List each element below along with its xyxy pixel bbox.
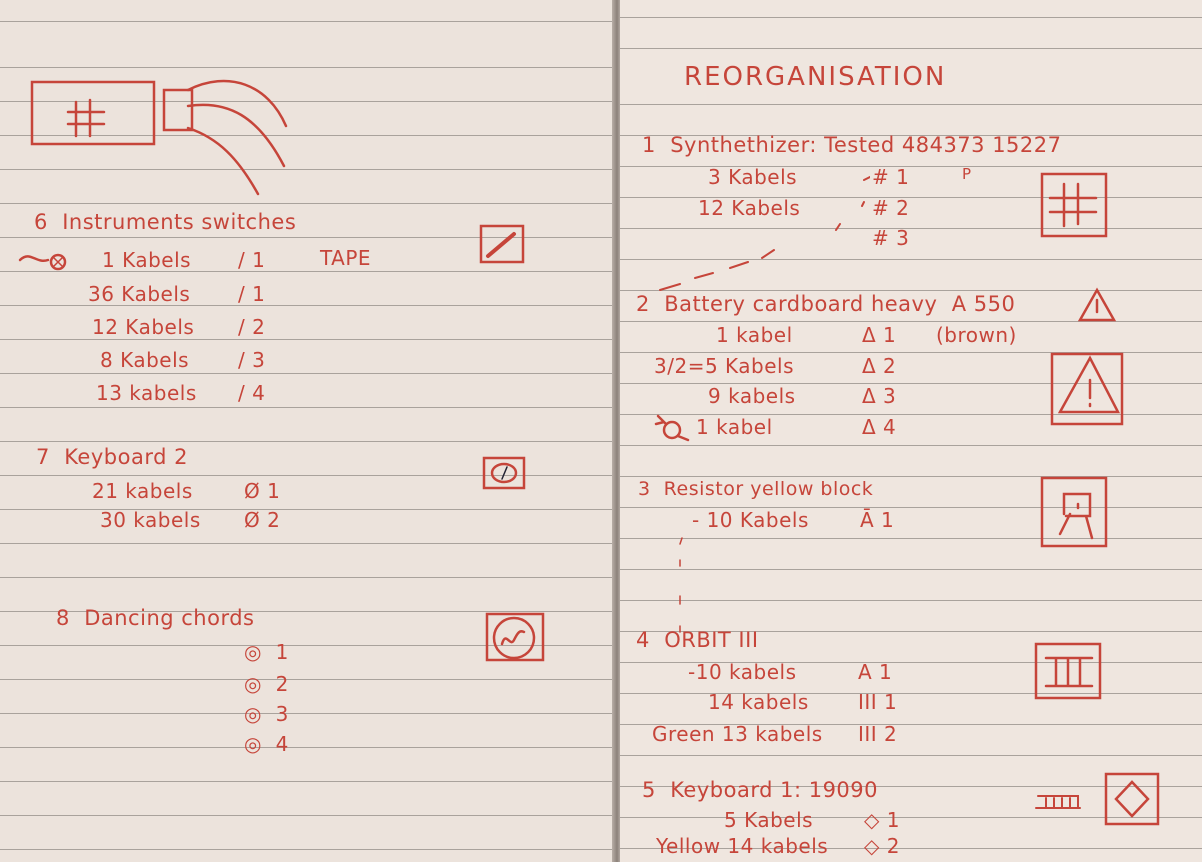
orbit-iii-box-icon [1034, 642, 1102, 700]
row-cables: 13 kabels [96, 381, 197, 405]
section3-heading: 3 Resistor yellow block [638, 478, 874, 500]
section1-heading: 1 Synthethizer: Tested 484373 15227 [642, 133, 1062, 157]
row-cables: -10 kabels [688, 660, 797, 684]
row-cables: 8 Kabels [100, 348, 190, 372]
row-cables: 9 kabels [708, 384, 796, 408]
switch-cable-icon [18, 253, 67, 271]
plug-icon [654, 414, 690, 442]
row-label: / 2 [238, 315, 266, 339]
row-cables: Green 13 kabels [652, 722, 823, 746]
row-cables: Yellow 14 kabels [656, 834, 829, 858]
row-label: III 1 [858, 690, 898, 714]
row-cables: 12 Kabels [698, 196, 801, 220]
diamond-box-icon [1104, 772, 1160, 826]
warning-box-icon [1050, 352, 1124, 426]
row-label: Ø 1 [244, 479, 281, 503]
section8-heading: 8 Dancing chords [56, 606, 255, 630]
cable-box-sketch-icon [30, 79, 288, 196]
row-cables: 3/2=5 Kabels [654, 354, 795, 378]
row-label: / 4 [238, 381, 266, 405]
row-cables: 1 Kabels [102, 248, 192, 272]
chord-item: ◎ 2 [244, 672, 289, 696]
warning-triangle-icon [1077, 287, 1117, 322]
page-title: REORGANISATION [684, 62, 947, 92]
row-label: 2 [275, 672, 289, 696]
row-label: / 3 [238, 348, 266, 372]
wave-box-icon [485, 612, 545, 662]
connector-strip-icon [1035, 795, 1081, 809]
row-cables: 30 kabels [100, 508, 201, 532]
row-note: P [962, 165, 972, 183]
row-cables: 21 kabels [92, 479, 193, 503]
row-label: # 3 [872, 226, 910, 250]
dashed-connector-line [679, 537, 683, 633]
row-cables: 36 Kabels [88, 282, 191, 306]
dashed-connector-line [659, 175, 870, 291]
row-label: III 2 [858, 722, 898, 746]
row-cables: 14 kabels [708, 690, 809, 714]
row-label: Δ 4 [862, 415, 897, 439]
left-notebook-page: 6 Instruments switches 1 Kabels / 1 TAPE… [0, 0, 614, 862]
row-cables-text: 10 Kabels [706, 508, 809, 532]
row-label: ◇ 1 [864, 808, 900, 832]
row-label: 3 [275, 702, 289, 726]
row-cables: 3 Kabels [708, 165, 798, 189]
row-cables: 1 kabel [716, 323, 793, 347]
chord-item: ◎ 3 [244, 702, 289, 726]
row-label: ◇ 2 [864, 834, 900, 858]
row-cables: 12 Kabels [92, 315, 195, 339]
keyboard-knob-icon [482, 456, 526, 490]
row-note: TAPE [320, 246, 372, 270]
section5-heading: 5 Keyboard 1: 19090 [642, 778, 879, 802]
row-cables: - 10 Kabels [692, 508, 809, 532]
switch-box-icon [479, 224, 525, 264]
row-label: 1 [275, 640, 289, 664]
row-label: # 1 [872, 165, 910, 189]
row-label: Δ 3 [862, 384, 897, 408]
row-label: 4 [275, 732, 289, 756]
section2-heading: 2 Battery cardboard heavy A 550 [636, 292, 1016, 316]
row-label: Δ 2 [862, 354, 897, 378]
chord-item: ◎ 1 [244, 640, 289, 664]
row-label: Δ 1 [862, 323, 897, 347]
resistor-box-icon [1040, 476, 1108, 548]
section6-heading: 6 Instruments switches [34, 210, 297, 234]
row-cables-text: 10 kabels [695, 660, 797, 684]
notebook-spine [612, 0, 622, 862]
row-label: # 2 [872, 196, 910, 220]
row-cables: 1 kabel [696, 415, 773, 439]
row-label: / 1 [238, 282, 266, 306]
row-note: (brown) [936, 323, 1017, 347]
row-label: Ø 2 [244, 508, 281, 532]
row-label: / 1 [238, 248, 266, 272]
chord-item: ◎ 4 [244, 732, 289, 756]
row-label: Ā 1 [860, 508, 895, 532]
row-cables: 5 Kabels [724, 808, 814, 832]
hash-box-icon [1040, 172, 1108, 238]
section7-heading: 7 Keyboard 2 [36, 445, 188, 469]
row-label: A 1 [858, 660, 893, 684]
right-notebook-page: REORGANISATION 1 Synthethizer: Tested 48… [620, 0, 1202, 862]
section4-heading: 4 ORBIT III [636, 628, 759, 652]
